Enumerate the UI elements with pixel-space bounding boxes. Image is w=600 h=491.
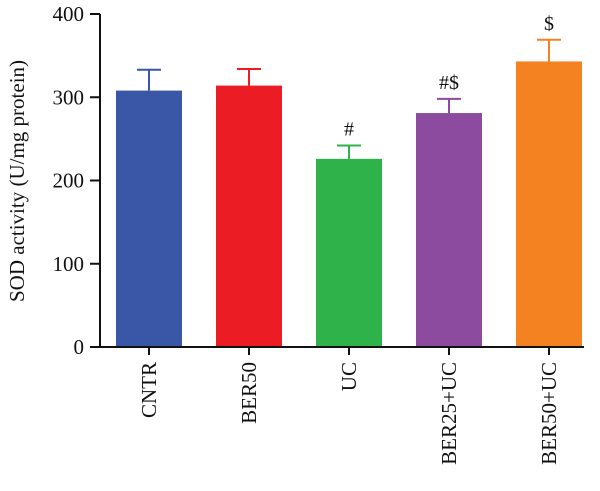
x-axis: CNTR BER50 UC BER25+UC BER50+UC: [100, 346, 584, 465]
bars-group: # #$ $: [116, 13, 582, 347]
bar: [416, 113, 482, 347]
significance-label: #: [344, 119, 354, 141]
y-tick-label: 0: [74, 335, 85, 359]
y-axis-title: SOD activity (U/mg protein): [5, 60, 29, 302]
x-tick-label: BER25+UC: [437, 362, 461, 465]
x-tick-label: BER50: [237, 362, 261, 424]
significance-label: $: [544, 13, 554, 35]
bar: [316, 158, 382, 347]
y-tick-label: 400: [53, 2, 85, 26]
bar: [516, 61, 582, 347]
bar: [116, 90, 182, 347]
y-axis: 0 100 200 300 400: [53, 2, 101, 359]
y-tick-label: 100: [53, 252, 85, 276]
bar: [216, 85, 282, 347]
x-tick-label: UC: [337, 362, 361, 391]
x-tick-label: BER50+UC: [537, 362, 561, 465]
x-tick-label: CNTR: [137, 362, 161, 418]
y-tick-label: 300: [53, 85, 85, 109]
significance-label: #$: [439, 72, 459, 94]
y-tick-label: 200: [53, 169, 85, 193]
